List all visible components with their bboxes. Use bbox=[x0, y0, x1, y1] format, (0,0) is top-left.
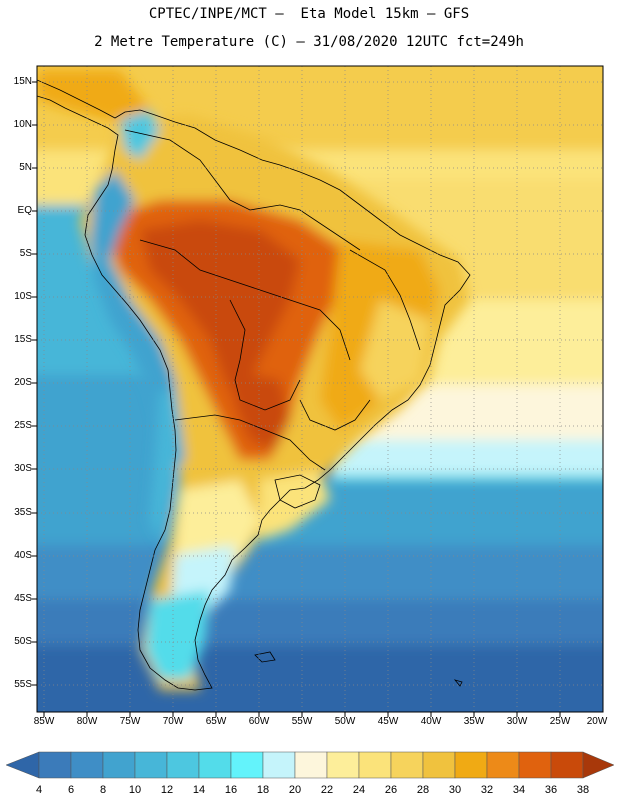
colorbar-segment bbox=[454, 751, 488, 779]
lon-label: 40W bbox=[420, 716, 442, 727]
colorbar-segment bbox=[550, 751, 584, 779]
colorbar-segment bbox=[198, 751, 232, 779]
colorbar-label: 18 bbox=[256, 784, 270, 796]
map-frame bbox=[36, 65, 604, 713]
colorbar-segment bbox=[390, 751, 424, 779]
map-subtitle: 2 Metre Temperature (C) – 31/08/2020 12U… bbox=[94, 34, 524, 50]
lon-label: 20W bbox=[586, 716, 608, 727]
colorbar-segment bbox=[358, 751, 392, 779]
colorbar-upper-arrow bbox=[582, 751, 615, 779]
lon-label: 65W bbox=[205, 716, 227, 727]
axis-ticks bbox=[32, 81, 561, 717]
lon-label: 55W bbox=[291, 716, 313, 727]
colorbar-segment bbox=[230, 751, 264, 779]
lat-label: 30S bbox=[14, 463, 32, 474]
lon-label: 30W bbox=[506, 716, 528, 727]
colorbar-label: 24 bbox=[352, 784, 366, 796]
lat-label: 50S bbox=[14, 636, 32, 647]
lat-label: 10N bbox=[13, 119, 32, 130]
lon-label: 80W bbox=[76, 716, 98, 727]
temperature-field bbox=[37, 66, 603, 712]
colorbar-label: 28 bbox=[416, 784, 430, 796]
colorbar-label: 8 bbox=[99, 784, 107, 796]
lat-label: 15N bbox=[13, 76, 32, 87]
lat-label: 10S bbox=[14, 291, 32, 302]
colorbar-segment bbox=[486, 751, 520, 779]
colorbar-label: 36 bbox=[544, 784, 558, 796]
lat-label: 35S bbox=[14, 507, 32, 518]
colorbar-label: 4 bbox=[35, 784, 43, 796]
colorbar-label: 34 bbox=[512, 784, 526, 796]
colorbar-label: 20 bbox=[288, 784, 302, 796]
colorbar-segment bbox=[70, 751, 104, 779]
colorbar-segment bbox=[38, 751, 72, 779]
colorbar-label: 6 bbox=[67, 784, 75, 796]
colorbar bbox=[5, 751, 615, 779]
colorbar-label: 12 bbox=[160, 784, 174, 796]
colorbar-segment bbox=[134, 751, 168, 779]
colorbar-label: 10 bbox=[128, 784, 142, 796]
lat-label: 15S bbox=[14, 334, 32, 345]
lon-label: 70W bbox=[162, 716, 184, 727]
colorbar-label: 16 bbox=[224, 784, 238, 796]
colorbar-segment bbox=[102, 751, 136, 779]
lat-label: 5N bbox=[19, 162, 32, 173]
lat-label: 20S bbox=[14, 377, 32, 388]
colorbar-label: 26 bbox=[384, 784, 398, 796]
lat-label: 45S bbox=[14, 593, 32, 604]
lat-label: 40S bbox=[14, 550, 32, 561]
lon-label: 45W bbox=[377, 716, 399, 727]
colorbar-segment bbox=[326, 751, 360, 779]
colorbar-label: 38 bbox=[576, 784, 590, 796]
colorbar-segment bbox=[166, 751, 200, 779]
colorbar-label: 22 bbox=[320, 784, 334, 796]
lon-label: 50W bbox=[334, 716, 356, 727]
lat-label: 5S bbox=[19, 248, 32, 259]
lon-label: 75W bbox=[119, 716, 141, 727]
lat-label: 55S bbox=[14, 679, 32, 690]
colorbar-label: 32 bbox=[480, 784, 494, 796]
lon-label: 35W bbox=[463, 716, 485, 727]
colorbar-lower-arrow bbox=[5, 751, 40, 779]
lat-label: 25S bbox=[14, 420, 32, 431]
colorbar-segment bbox=[422, 751, 456, 779]
colorbar-segment bbox=[294, 751, 328, 779]
map-title: CPTEC/INPE/MCT – Eta Model 15km – GFS bbox=[148, 6, 470, 22]
colorbar-segment bbox=[262, 751, 296, 779]
lon-label: 60W bbox=[248, 716, 270, 727]
coastlines bbox=[37, 79, 471, 691]
lat-label: EQ bbox=[17, 205, 32, 216]
colorbar-label: 30 bbox=[448, 784, 462, 796]
lon-label: 25W bbox=[549, 716, 571, 727]
colorbar-segment bbox=[518, 751, 552, 779]
lon-label: 85W bbox=[33, 716, 55, 727]
colorbar-label: 14 bbox=[192, 784, 206, 796]
